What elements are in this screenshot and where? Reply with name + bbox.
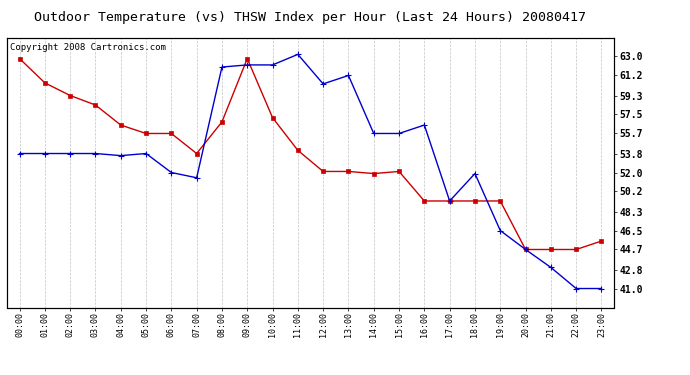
Text: Outdoor Temperature (vs) THSW Index per Hour (Last 24 Hours) 20080417: Outdoor Temperature (vs) THSW Index per …	[34, 11, 586, 24]
Text: Copyright 2008 Cartronics.com: Copyright 2008 Cartronics.com	[10, 43, 166, 52]
